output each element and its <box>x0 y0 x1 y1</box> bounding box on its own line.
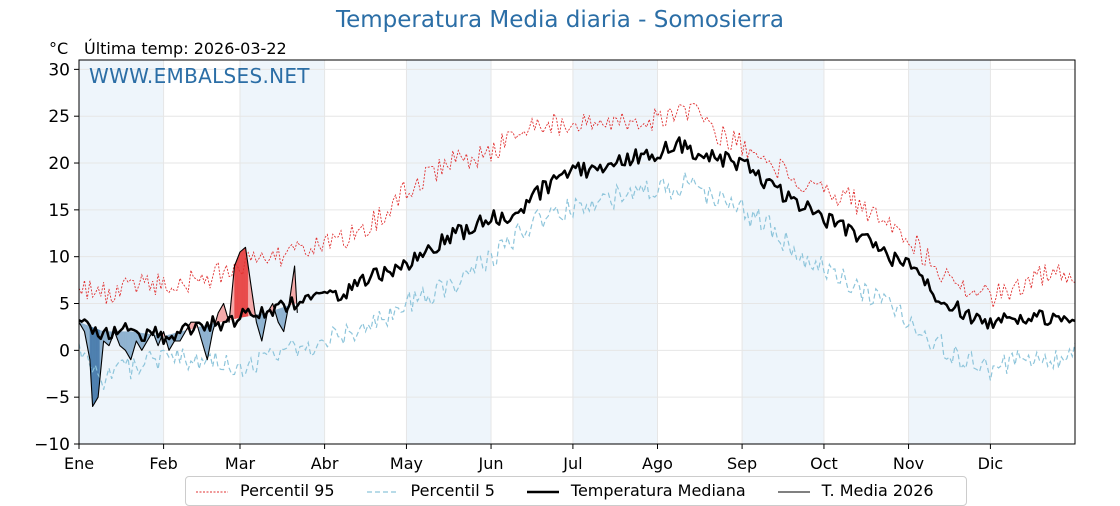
x-tick-label: May <box>390 454 423 473</box>
y-tick-label: 30 <box>48 60 70 80</box>
month-band-sep <box>742 60 824 444</box>
legend-item-year: T. Media 2026 <box>776 481 934 500</box>
legend: Percentil 95 Percentil 5 Temperatura Med… <box>185 476 967 506</box>
y-tick-label: −5 <box>45 388 70 408</box>
x-tick-label: Feb <box>149 454 177 473</box>
x-tick-label: Sep <box>727 454 757 473</box>
legend-item-p5: Percentil 5 <box>365 481 495 500</box>
legend-label-median: Temperatura Mediana <box>571 481 746 500</box>
legend-label-p95: Percentil 95 <box>240 481 335 500</box>
legend-swatch-p5 <box>365 484 401 498</box>
x-tick-label: Nov <box>893 454 924 473</box>
watermark: WWW.EMBALSES.NET <box>89 64 310 88</box>
x-tick-label: Jun <box>478 454 504 473</box>
month-band-may <box>406 60 491 444</box>
x-tick-label: Ago <box>642 454 673 473</box>
legend-swatch-p95 <box>194 484 230 498</box>
y-tick-label: 5 <box>59 295 70 315</box>
y-tick-label: 15 <box>48 201 70 221</box>
y-tick-label: 10 <box>48 248 70 268</box>
legend-label-p5: Percentil 5 <box>411 481 495 500</box>
month-band-mar <box>240 60 325 444</box>
legend-item-p95: Percentil 95 <box>194 481 335 500</box>
month-band-nov <box>909 60 991 444</box>
y-tick-label: −10 <box>34 435 70 455</box>
y-tick-label: 25 <box>48 107 70 127</box>
y-tick-label: 20 <box>48 154 70 174</box>
x-tick-label: Oct <box>810 454 838 473</box>
x-tick-label: Ene <box>64 454 94 473</box>
y-tick-label: 0 <box>59 341 70 361</box>
legend-label-year: T. Media 2026 <box>822 481 934 500</box>
x-tick-label: Dic <box>978 454 1004 473</box>
x-tick-label: Mar <box>225 454 256 473</box>
x-tick-label: Abr <box>311 454 339 473</box>
x-tick-label: Jul <box>562 454 582 473</box>
month-band-jul <box>573 60 658 444</box>
legend-swatch-median <box>525 484 561 498</box>
legend-swatch-year <box>776 484 812 498</box>
legend-item-median: Temperatura Mediana <box>525 481 746 500</box>
